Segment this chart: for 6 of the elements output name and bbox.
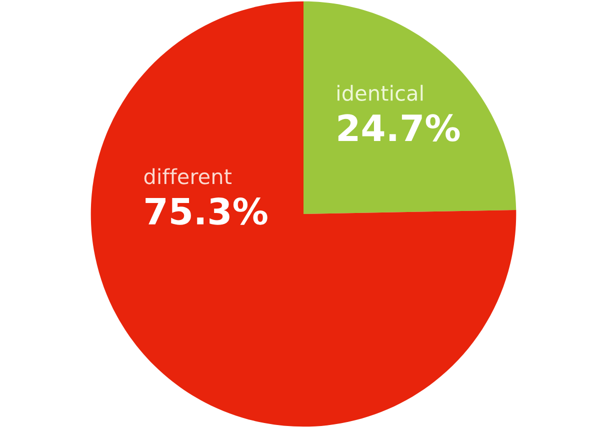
- slice-label: different: [144, 168, 232, 184]
- pie-slice: [304, 1, 516, 214]
- pie-slice: [90, 1, 516, 427]
- data-label: 24.7%: [338, 114, 460, 142]
- slice-label: identical: [338, 84, 423, 101]
- data-label: 75.3%: [146, 198, 268, 225]
